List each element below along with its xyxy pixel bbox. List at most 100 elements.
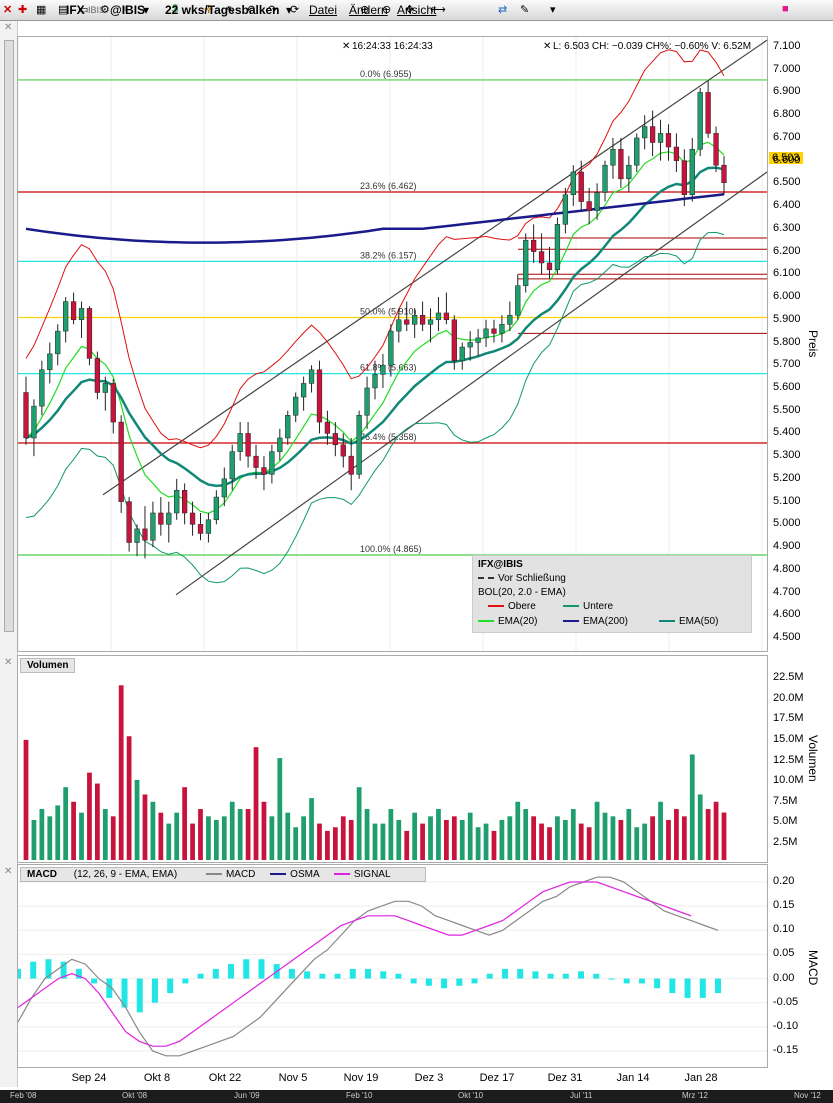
osma-bar [593,973,600,979]
candle-body [396,319,402,332]
candle-body [356,414,362,475]
period-selector[interactable]: 22 wks/Tagesbalken [165,3,280,17]
redo-icon[interactable]: ↷ [268,4,278,16]
osma-bar [334,973,341,979]
table-icon[interactable]: ▦ [36,4,47,16]
price-panel[interactable]: 0.0% (6.955) 23.6% (6.462) 38.2% (6.157) 50… [17,36,768,652]
overview-scrollbar[interactable]: Feb '08 Okt '08 Jun '09 Feb '10 Okt '10 Jul '… [0,1090,833,1103]
macd-panel[interactable] [17,864,768,1068]
candle-body [197,524,204,534]
candle-body [23,392,29,439]
legend-bol: BOL(20, 2.0 - EMA) [478,587,566,598]
wrench-icon[interactable]: ✎ [520,4,530,16]
vol-axis-tick: 15.0M [773,732,804,745]
collapse-volume-icon[interactable]: ✕ [4,657,13,668]
candle-body [443,312,450,321]
signal-line [18,881,692,1047]
volume-bar [681,816,687,860]
volume-bar [523,809,529,860]
collapse-macd-icon[interactable]: ✕ [4,866,13,877]
macd-axis-tick: 0.10 [773,923,795,936]
candle-body [412,314,418,325]
candle-body [491,328,497,334]
osma-bar [91,978,98,984]
volume-panel[interactable] [17,655,768,863]
chevron-down-icon[interactable]: ▾ [143,3,150,17]
overview-tick: Okt '10 [458,1091,484,1100]
candle-body [324,421,331,434]
legend-lower-label: Untere [583,601,614,612]
scroll-handle[interactable] [4,40,14,632]
candle-body [681,160,687,195]
pin-icon[interactable]: ■ [782,3,789,15]
price-axis-tick: 6.200 [773,244,801,257]
volume-chart[interactable] [18,656,767,862]
osma-bar [410,978,417,984]
macd-title: MACD [27,869,57,880]
refresh-icon[interactable]: ⟳ [290,4,300,16]
candle-body [63,301,69,332]
bollinger-upper-line [25,49,725,449]
menu-aendern[interactable]: Ändern [349,3,388,17]
candle-body [142,528,148,541]
symbol[interactable]: IFX [66,3,85,17]
overview-tick: Feb '08 [10,1091,37,1100]
date-axis: Sep 24 Okt 8 Okt 22 Nov 5 Nov 19 Dez 3 Dez 17 D… [17,1066,766,1090]
zoom-out-icon[interactable]: ⊖ [382,4,392,16]
menu-datei[interactable]: Datei [309,3,338,17]
volume-bar [277,758,283,860]
date-tick: Okt 8 [143,1072,171,1084]
period-chevron-icon[interactable]: ▾ [286,3,293,17]
overview-tick: Jul '11 [570,1091,593,1100]
candle-body [523,239,529,286]
menu-ansicht[interactable]: Ansicht [397,3,437,17]
draw-icon[interactable]: ✛ [204,4,214,16]
candle-body [475,337,481,343]
volume-bar [412,812,418,860]
window-icon[interactable]: ▭ [78,4,89,16]
indicator-legend[interactable]: IFX@IBIS Vor Schließung BOL(20, 2.0 - EM… [472,555,752,633]
candle-body [404,319,410,325]
macd-axis-tick: 0.20 [773,875,795,887]
dollar-icon[interactable]: $ [172,3,179,15]
stop-icon[interactable]: ● [122,3,129,15]
grid-icon[interactable]: ▤ [58,4,69,16]
macd-legend-macd: MACD [205,869,255,880]
date-tick: Jan 14 [616,1072,650,1084]
crosshair-icon[interactable]: ✚ [18,4,28,16]
close-chart-icon[interactable]: ✕ [3,4,13,16]
settings-icon[interactable]: ⚙ [100,4,110,16]
candle-body [546,262,553,271]
volume-bar [340,816,346,860]
price-axis-tick: 6.500 [773,176,801,189]
undo-icon[interactable]: ↶ [246,4,256,16]
legend-title: IFX@IBIS [478,559,523,570]
volume-bar [182,787,188,860]
candle-body [427,319,434,325]
volume-bar [626,809,632,860]
legend-ema200: EMA(200) [563,616,628,627]
pan-icon[interactable]: ✥ [405,4,415,16]
osma-bar [380,971,387,979]
macd-axis-tick: 0.15 [773,899,795,912]
cursor-icon[interactable]: ↖ [226,4,236,16]
overview-tick: Mrz '12 [682,1091,708,1100]
candle-body [697,92,703,150]
ruler-icon[interactable]: ⟷ [430,4,446,16]
candle-body [245,433,251,457]
candle-body [642,126,648,139]
volume-bar [451,816,457,860]
candle-body [348,455,354,475]
collapse-price-icon[interactable]: ✕ [4,22,13,33]
osma-bar [75,968,82,979]
exchange-selector[interactable]: @IBIS [110,3,146,17]
sync-icon[interactable]: ⇄ [498,4,508,16]
candle-body [70,301,77,321]
zoom-in-icon[interactable]: ⊕ [360,4,370,16]
dropdown-icon[interactable]: ▾ [550,4,556,16]
macd-chart[interactable] [18,865,767,1067]
fib-label: 100.0% (4.865) [360,544,422,554]
price-chart[interactable]: 0.0% (6.955) 23.6% (6.462) 38.2% (6.157) 50… [18,37,767,651]
candle-body [182,490,188,514]
macd-axis-tick: -0.15 [773,1044,799,1056]
